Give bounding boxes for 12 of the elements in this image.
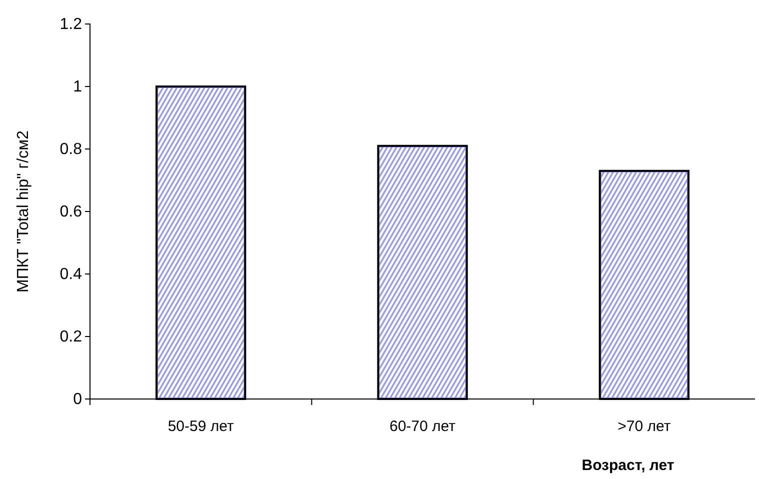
x-tick-label: >70 лет — [618, 418, 671, 435]
y-axis-title: МПКТ "Total hip" г/см2 — [15, 130, 32, 292]
y-tick-label: 0.2 — [60, 328, 82, 346]
y-tick-label: 0.6 — [60, 204, 82, 221]
x-tick-label: 60-70 лет — [390, 418, 456, 435]
y-tick-label: 0.4 — [60, 266, 82, 284]
y-tick-label: 0 — [73, 391, 82, 408]
x-tick-label: 50-59 лет — [168, 418, 234, 435]
y-tick-label: 1 — [73, 78, 82, 96]
y-tick-label: 0.8 — [60, 141, 82, 158]
x-axis-title: Возраст, лет — [582, 457, 674, 474]
y-tick-label: 1.2 — [60, 16, 82, 34]
